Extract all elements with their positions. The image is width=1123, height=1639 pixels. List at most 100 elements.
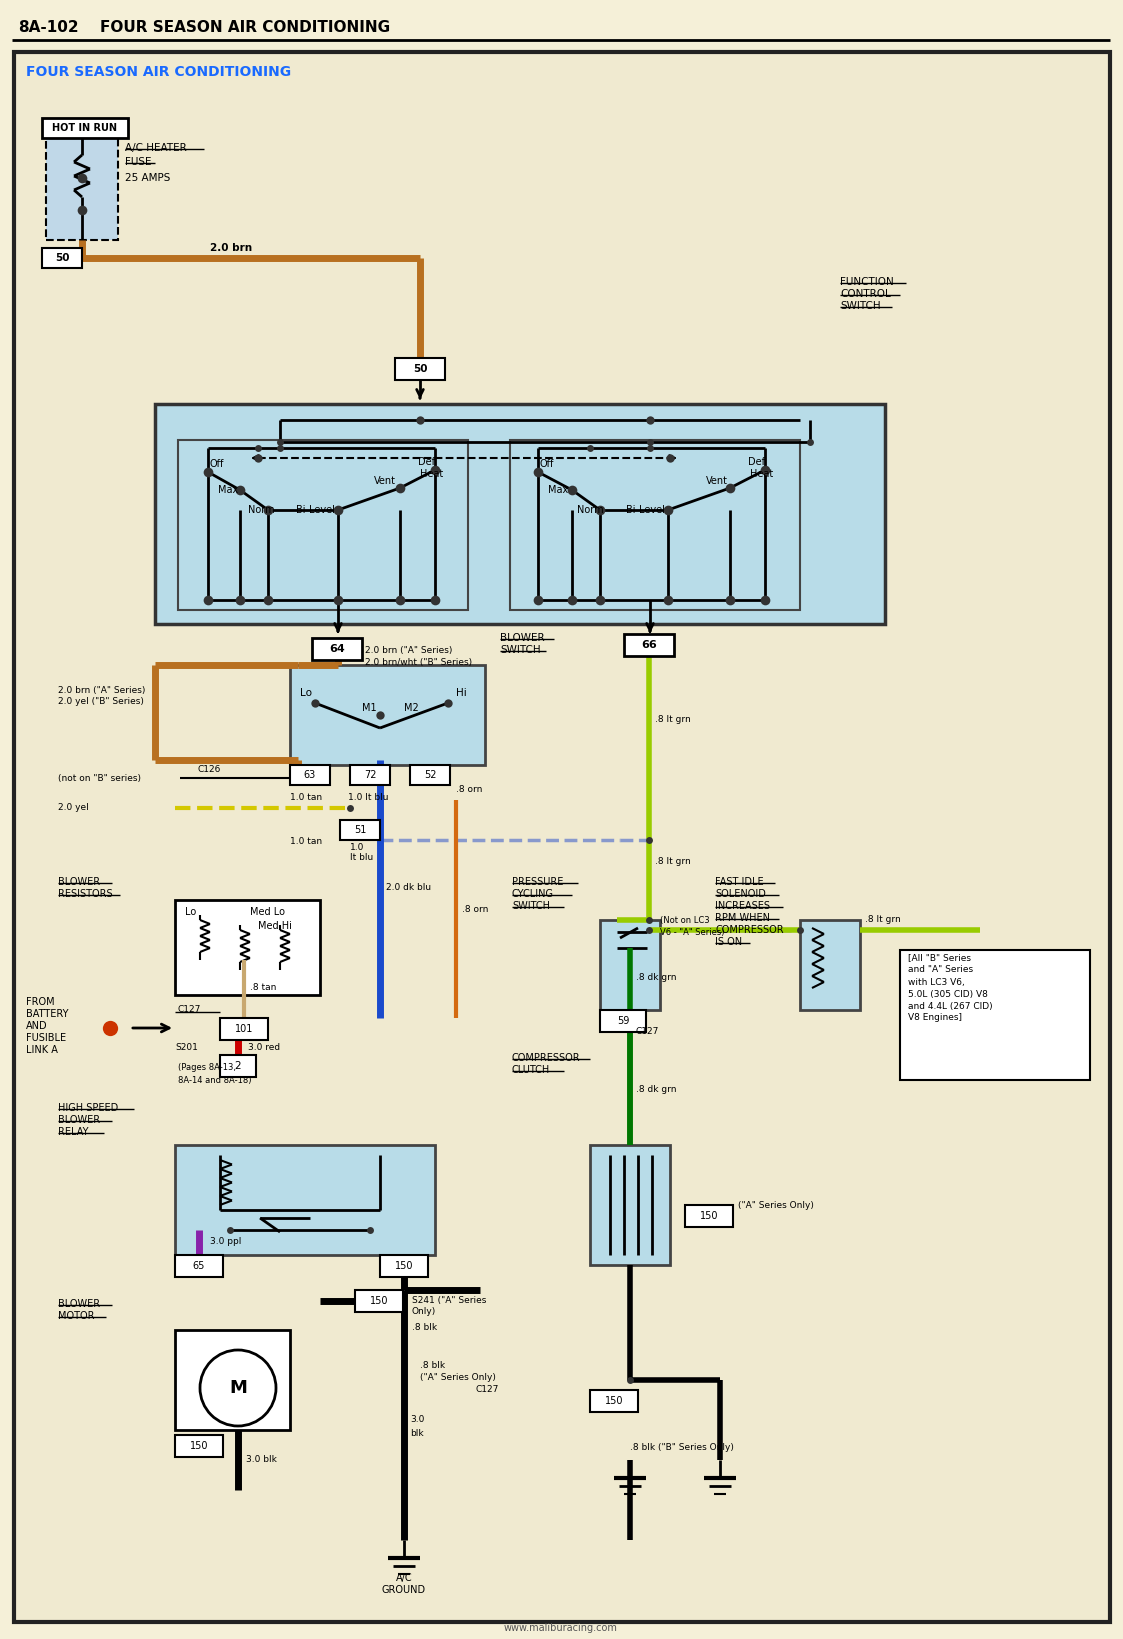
- Text: Norm: Norm: [577, 505, 604, 515]
- Text: AND: AND: [26, 1021, 47, 1031]
- Text: FAST IDLE: FAST IDLE: [715, 877, 764, 887]
- Text: FUNCTION: FUNCTION: [840, 277, 894, 287]
- Text: M2: M2: [404, 703, 419, 713]
- Text: LINK A: LINK A: [26, 1046, 58, 1056]
- Text: .8 lt grn: .8 lt grn: [865, 915, 901, 923]
- Text: Norm: Norm: [248, 505, 275, 515]
- Text: 101: 101: [235, 1024, 253, 1034]
- Bar: [175, 1329, 290, 1429]
- Text: 2.0 brn ("A" Series): 2.0 brn ("A" Series): [58, 685, 145, 695]
- Text: ("A" Series Only): ("A" Series Only): [420, 1373, 496, 1383]
- Text: SWITCH: SWITCH: [512, 901, 550, 911]
- Text: 3.0 ppl: 3.0 ppl: [210, 1237, 241, 1247]
- Text: BLOWER: BLOWER: [500, 633, 545, 642]
- Text: .8 lt grn: .8 lt grn: [655, 716, 691, 724]
- Text: (not on "B" series): (not on "B" series): [58, 774, 141, 782]
- Text: RELAY: RELAY: [58, 1128, 89, 1137]
- Text: HIGH SPEED: HIGH SPEED: [58, 1103, 118, 1113]
- Text: 150: 150: [369, 1296, 389, 1306]
- Text: with LC3 V6,: with LC3 V6,: [909, 977, 965, 987]
- Text: lt blu: lt blu: [350, 852, 373, 862]
- Text: Med Lo: Med Lo: [250, 906, 285, 916]
- Text: FUSIBLE: FUSIBLE: [26, 1033, 66, 1042]
- Bar: [175, 1436, 223, 1457]
- Bar: [350, 765, 390, 785]
- Text: 65: 65: [193, 1260, 206, 1270]
- Bar: [42, 247, 82, 269]
- Text: Max: Max: [548, 485, 568, 495]
- Text: 2.0 brn/wht ("B" Series): 2.0 brn/wht ("B" Series): [365, 657, 472, 667]
- Bar: [175, 1255, 223, 1277]
- Text: 64: 64: [329, 644, 345, 654]
- Text: .8 lt grn: .8 lt grn: [655, 857, 691, 867]
- Text: ("A" Series Only): ("A" Series Only): [738, 1201, 814, 1211]
- Text: 1.0: 1.0: [350, 842, 364, 852]
- Text: 5.0L (305 CID) V8: 5.0L (305 CID) V8: [909, 990, 988, 998]
- Text: SOLENOID: SOLENOID: [715, 888, 766, 900]
- Text: HOT IN RUN: HOT IN RUN: [53, 123, 118, 133]
- Bar: [46, 129, 118, 239]
- Bar: [290, 765, 330, 785]
- Text: M: M: [229, 1378, 247, 1396]
- Text: MOTOR: MOTOR: [58, 1311, 94, 1321]
- Text: .8 orn: .8 orn: [456, 785, 483, 795]
- Text: SWITCH: SWITCH: [500, 646, 540, 656]
- Text: BLOWER: BLOWER: [58, 877, 100, 887]
- Text: RPM WHEN: RPM WHEN: [715, 913, 770, 923]
- Text: blk: blk: [410, 1429, 423, 1437]
- Text: PRESSURE: PRESSURE: [512, 877, 564, 887]
- Text: 66: 66: [641, 639, 657, 651]
- Bar: [179, 439, 468, 610]
- Text: Off: Off: [540, 459, 555, 469]
- Bar: [800, 919, 860, 1010]
- Text: Lo: Lo: [300, 688, 312, 698]
- Text: 2.0 brn ("A" Series): 2.0 brn ("A" Series): [365, 646, 453, 654]
- Bar: [624, 634, 674, 656]
- Text: Bi-Level: Bi-Level: [296, 505, 335, 515]
- Text: 1.0 tan: 1.0 tan: [290, 838, 322, 846]
- Text: 63: 63: [304, 770, 317, 780]
- Text: GROUND: GROUND: [382, 1585, 426, 1595]
- Bar: [590, 1146, 670, 1265]
- Text: Med Hi: Med Hi: [258, 921, 292, 931]
- Bar: [42, 118, 128, 138]
- Text: BATTERY: BATTERY: [26, 1010, 69, 1019]
- Text: [All "B" Series: [All "B" Series: [909, 954, 971, 962]
- Bar: [600, 919, 660, 1010]
- Text: FUSE: FUSE: [125, 157, 152, 167]
- Bar: [175, 1146, 435, 1255]
- Text: 150: 150: [190, 1441, 208, 1451]
- Text: BLOWER: BLOWER: [58, 1300, 100, 1310]
- Text: 50: 50: [55, 252, 70, 262]
- Text: COMPRESSOR: COMPRESSOR: [715, 924, 784, 934]
- Text: 8A-14 and 8A-18): 8A-14 and 8A-18): [179, 1075, 252, 1085]
- Text: CYCLING: CYCLING: [512, 888, 554, 900]
- Text: .8 blk: .8 blk: [412, 1324, 437, 1333]
- Text: IS ON: IS ON: [715, 938, 742, 947]
- Text: 3.0: 3.0: [410, 1416, 424, 1424]
- Text: FROM: FROM: [26, 997, 55, 1006]
- Text: .8 tan: .8 tan: [250, 983, 276, 993]
- Text: Lo: Lo: [185, 906, 197, 916]
- Text: M1: M1: [362, 703, 376, 713]
- Text: 2.0 yel: 2.0 yel: [58, 803, 89, 813]
- Bar: [685, 1205, 733, 1228]
- Text: 8A-102: 8A-102: [18, 21, 79, 36]
- Text: CONTROL: CONTROL: [840, 288, 891, 298]
- Text: .8 dk grn: .8 dk grn: [636, 1085, 676, 1095]
- Text: Bi-Level: Bi-Level: [626, 505, 665, 515]
- Text: V8 Engines]: V8 Engines]: [909, 1013, 962, 1023]
- Text: CLUTCH: CLUTCH: [512, 1065, 550, 1075]
- Bar: [395, 357, 445, 380]
- Bar: [355, 1290, 403, 1311]
- Text: 3.0 red: 3.0 red: [248, 1042, 280, 1052]
- Text: 2: 2: [235, 1060, 241, 1070]
- Text: C127: C127: [476, 1385, 500, 1395]
- Text: C126: C126: [198, 764, 221, 774]
- Text: .8 orn: .8 orn: [462, 905, 489, 915]
- Bar: [600, 1010, 646, 1033]
- Text: A/C HEATER: A/C HEATER: [125, 143, 186, 152]
- Text: Only): Only): [412, 1308, 436, 1316]
- Text: INCREASES: INCREASES: [715, 901, 770, 911]
- Bar: [340, 820, 380, 841]
